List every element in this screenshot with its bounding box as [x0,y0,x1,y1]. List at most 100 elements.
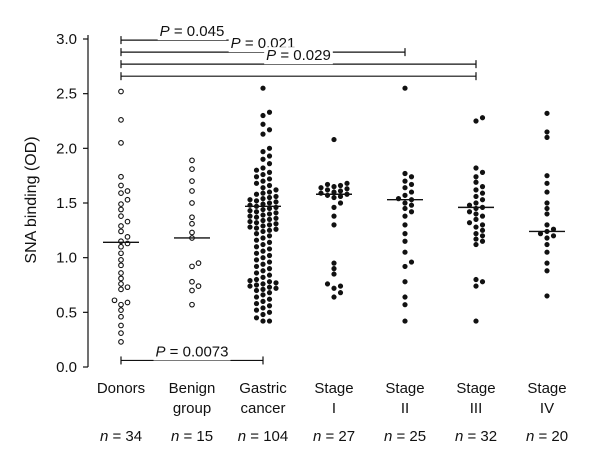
data-point [253,307,260,313]
category-label: I [332,400,336,417]
data-point [195,260,202,266]
data-point [479,222,486,228]
data-point [260,274,266,280]
group-2 [245,85,281,324]
data-point [118,330,124,336]
data-point [266,211,273,217]
data-point [544,293,550,299]
data-point [189,229,195,236]
sample-size-label: n = 20 [526,428,568,445]
category-label: Benign [169,380,216,397]
data-point [266,233,273,239]
group-4 [387,85,423,324]
data-point [189,301,195,308]
y-tick-label: 0.5 [56,304,77,321]
data-point [253,174,260,180]
data-point [260,112,266,119]
data-point [544,173,550,179]
data-point [402,192,408,198]
data-point [247,208,253,214]
data-point [479,238,486,244]
data-point [402,85,408,91]
data-point [247,213,253,219]
category-label: II [401,400,409,417]
data-point [253,214,260,220]
data-point [260,85,266,91]
data-point [189,188,195,194]
data-point [479,184,486,190]
data-point [402,205,408,212]
data-point [253,167,260,173]
data-point [247,224,253,230]
p-value-label-background [264,47,333,65]
data-point [260,228,266,235]
y-tick-label: 1.0 [56,250,77,267]
data-point [544,200,550,206]
data-point [273,226,279,232]
data-point [260,185,266,191]
p-value: = 0.029 [276,47,331,64]
data-point [266,296,273,302]
p-value-label-background [157,23,227,41]
data-point [408,202,415,208]
data-point [189,278,195,285]
data-point [118,301,124,308]
data-point [118,173,124,180]
data-point [189,157,195,164]
category-label: cancer [240,400,285,417]
data-point [118,275,124,282]
data-point [260,268,266,274]
data-point [124,188,131,194]
data-point [466,220,473,226]
data-point [253,244,260,250]
data-point [273,199,279,205]
data-point [402,263,408,270]
data-point [253,231,260,237]
p-value-label-background [153,343,231,361]
data-point [318,185,324,191]
data-point [260,196,266,202]
data-point [337,188,344,194]
data-point [344,180,350,186]
data-point [118,206,124,213]
data-point [479,115,486,121]
data-point [260,206,266,213]
data-point [253,237,260,243]
data-point [253,276,260,283]
data-point [273,215,279,221]
data-point [266,266,273,272]
n-value: = 32 [463,428,497,445]
data-point [479,169,486,175]
data-point [189,214,195,221]
data-point [479,213,486,219]
y-tick-label: 2.5 [56,86,77,103]
data-point [266,145,273,151]
data-point [266,109,273,115]
data-point [324,187,331,193]
data-point [266,200,273,206]
p-symbol: P [266,47,276,64]
data-point [479,279,486,285]
data-point [337,283,344,289]
data-point [331,285,337,291]
data-point [544,249,550,255]
data-point [473,224,479,230]
data-point [331,184,337,190]
data-point [118,313,124,320]
data-point [544,189,550,195]
data-point [253,282,260,288]
data-point [189,178,195,184]
comparison-bracket [120,72,477,81]
data-point [331,136,337,143]
data-point [273,187,279,193]
n-value: = 20 [534,428,568,445]
data-point [266,303,273,309]
n-symbol: n [171,428,179,445]
data-point [260,235,266,241]
category-label: Donors [97,380,145,397]
data-point [124,299,131,306]
p-symbol: P [156,343,166,360]
data-point [195,283,202,289]
data-point [118,339,124,345]
sample-size-label: n = 27 [313,428,355,445]
